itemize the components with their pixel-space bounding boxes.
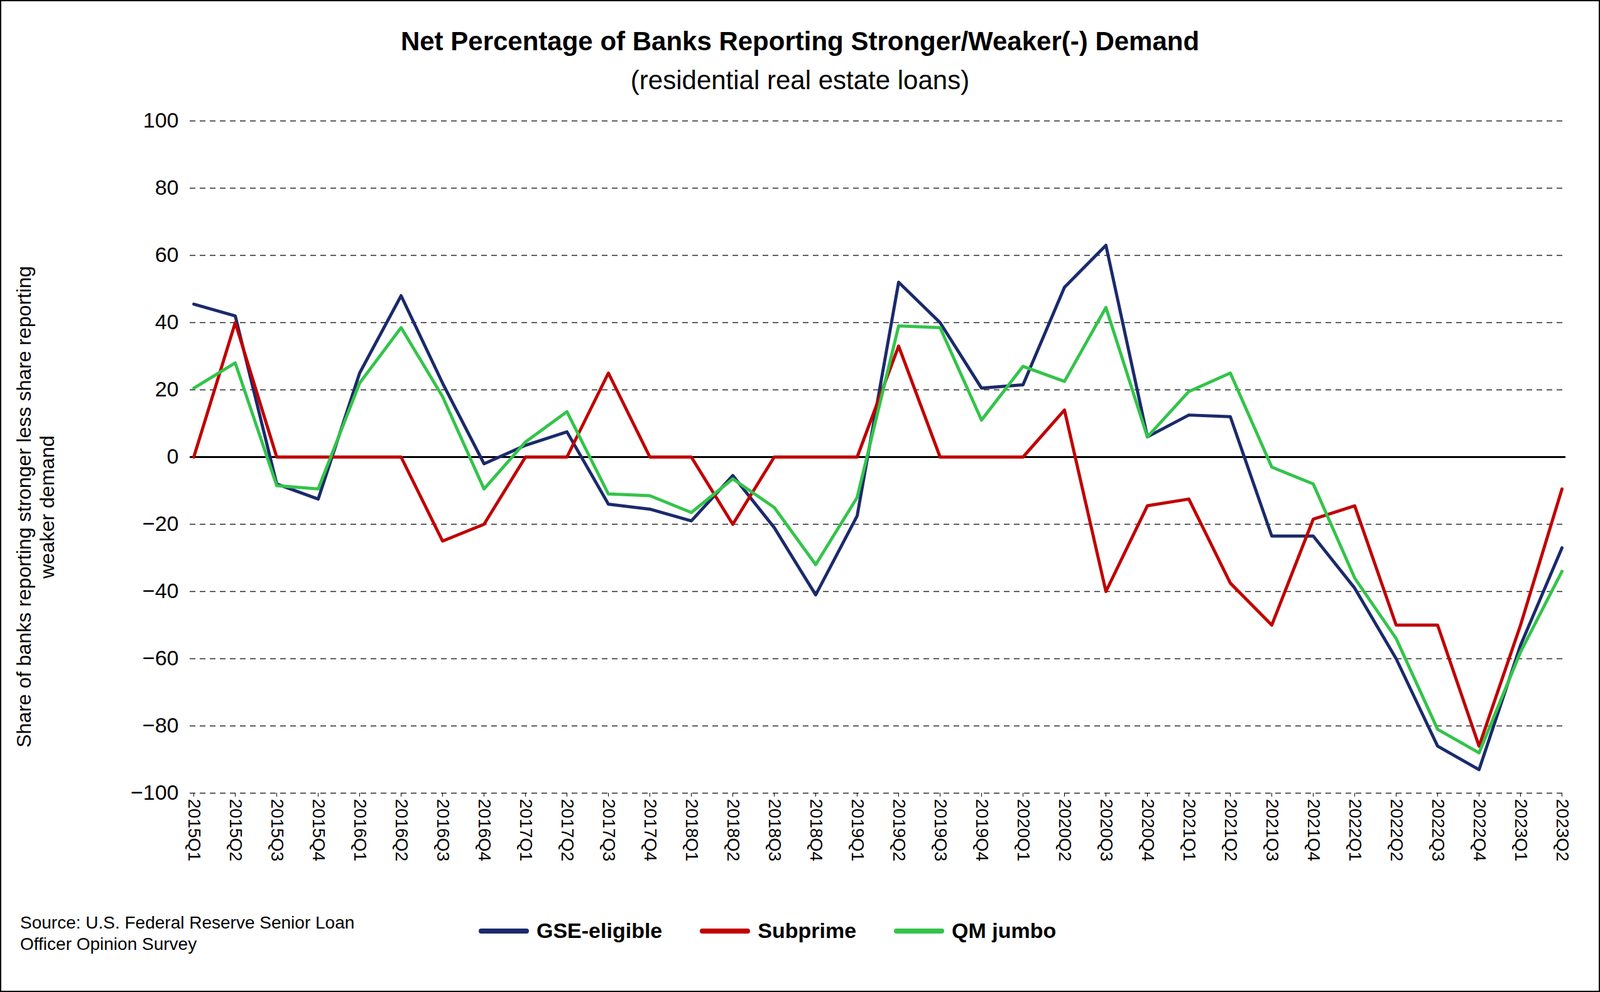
svg-text:2021Q4: 2021Q4 [1304, 799, 1324, 862]
svg-text:2022Q4: 2022Q4 [1469, 799, 1490, 862]
svg-text:100: 100 [143, 108, 180, 132]
svg-text:2023Q2: 2023Q2 [1552, 799, 1573, 862]
svg-text:2022Q2: 2022Q2 [1387, 799, 1407, 862]
svg-text:2021Q1: 2021Q1 [1179, 799, 1200, 862]
svg-text:2019Q3: 2019Q3 [930, 799, 951, 862]
html-text:Subprime: Subprime [757, 918, 857, 943]
html-text:Share of banks reporting stron: Share of banks reporting stronger less s… [12, 266, 59, 748]
html-text:(residential real estate loans: (residential real estate loans) [630, 65, 970, 95]
svg-text:2023Q1: 2023Q1 [1511, 799, 1531, 862]
svg-text:2017Q4: 2017Q4 [640, 799, 661, 862]
svg-text:2017Q3: 2017Q3 [599, 799, 619, 862]
svg-text:20: 20 [155, 376, 180, 401]
html-text:QM jumbo: QM jumbo [951, 918, 1057, 943]
svg-text:2020Q1: 2020Q1 [1013, 799, 1034, 862]
svg-text:80: 80 [155, 175, 180, 200]
svg-text:2015Q2: 2015Q2 [226, 799, 246, 862]
svg-text:−40: −40 [142, 578, 180, 603]
svg-text:2016Q2: 2016Q2 [391, 799, 412, 862]
svg-text:2022Q1: 2022Q1 [1345, 799, 1366, 862]
svg-text:2015Q4: 2015Q4 [309, 799, 329, 862]
svg-text:40: 40 [155, 309, 180, 334]
svg-text:2017Q1: 2017Q1 [516, 799, 536, 862]
svg-text:2020Q2: 2020Q2 [1055, 799, 1075, 862]
svg-text:2020Q3: 2020Q3 [1096, 799, 1117, 862]
svg-text:2019Q1: 2019Q1 [848, 799, 868, 862]
svg-text:2018Q3: 2018Q3 [765, 799, 785, 862]
svg-text:−80: −80 [142, 712, 180, 737]
svg-text:2021Q2: 2021Q2 [1221, 799, 1241, 862]
svg-text:2018Q2: 2018Q2 [723, 799, 744, 862]
svg-text:2015Q1: 2015Q1 [184, 799, 205, 862]
html-text:Net Percentage of Banks Report: Net Percentage of Banks Reporting Strong… [400, 26, 1200, 56]
svg-text:−20: −20 [142, 511, 180, 536]
svg-text:2016Q1: 2016Q1 [350, 799, 371, 862]
svg-text:2018Q1: 2018Q1 [682, 799, 702, 862]
svg-text:2015Q3: 2015Q3 [267, 799, 288, 862]
svg-text:2021Q3: 2021Q3 [1262, 799, 1283, 862]
svg-text:2019Q2: 2019Q2 [889, 799, 909, 862]
svg-text:2016Q4: 2016Q4 [474, 799, 495, 862]
svg-text:2017Q2: 2017Q2 [557, 799, 578, 862]
svg-text:2022Q3: 2022Q3 [1428, 799, 1448, 862]
svg-text:−100: −100 [130, 780, 180, 805]
svg-text:2019Q4: 2019Q4 [972, 799, 992, 862]
svg-text:0: 0 [167, 444, 180, 469]
svg-text:2016Q3: 2016Q3 [433, 799, 453, 862]
svg-text:2018Q4: 2018Q4 [806, 799, 827, 862]
svg-text:60: 60 [155, 242, 180, 267]
svg-text:2020Q4: 2020Q4 [1138, 799, 1158, 862]
html-text:GSE-eligible: GSE-eligible [536, 918, 663, 943]
svg-text:−60: −60 [142, 645, 180, 670]
html-text:Source: U.S. Federal Reserve S: Source: U.S. Federal Reserve Senior Loan… [20, 912, 355, 954]
